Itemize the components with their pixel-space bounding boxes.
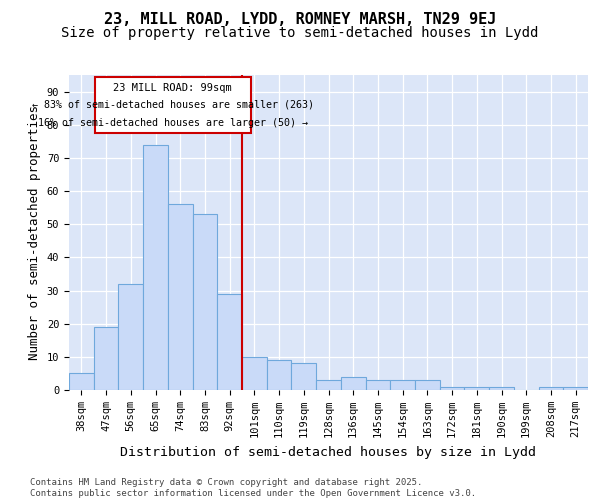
Bar	[168, 204, 193, 390]
Bar	[365, 380, 390, 390]
Bar	[143, 144, 168, 390]
Bar	[440, 386, 464, 390]
Bar	[292, 364, 316, 390]
Bar	[69, 374, 94, 390]
Bar	[118, 284, 143, 390]
Bar	[390, 380, 415, 390]
Text: 23 MILL ROAD: 99sqm: 23 MILL ROAD: 99sqm	[113, 84, 232, 94]
Text: Contains HM Land Registry data © Crown copyright and database right 2025.
Contai: Contains HM Land Registry data © Crown c…	[30, 478, 476, 498]
Bar	[267, 360, 292, 390]
Bar	[94, 327, 118, 390]
Y-axis label: Number of semi-detached properties: Number of semi-detached properties	[28, 105, 41, 360]
Bar	[489, 386, 514, 390]
Bar	[539, 386, 563, 390]
Bar	[563, 386, 588, 390]
Bar	[415, 380, 440, 390]
Bar	[316, 380, 341, 390]
Bar	[95, 76, 251, 133]
Text: 23, MILL ROAD, LYDD, ROMNEY MARSH, TN29 9EJ: 23, MILL ROAD, LYDD, ROMNEY MARSH, TN29 …	[104, 12, 496, 28]
Bar	[242, 357, 267, 390]
Bar	[217, 294, 242, 390]
Text: 16% of semi-detached houses are larger (50) →: 16% of semi-detached houses are larger (…	[38, 118, 308, 128]
Text: Size of property relative to semi-detached houses in Lydd: Size of property relative to semi-detach…	[61, 26, 539, 40]
Bar	[341, 376, 365, 390]
X-axis label: Distribution of semi-detached houses by size in Lydd: Distribution of semi-detached houses by …	[121, 446, 536, 458]
Bar	[193, 214, 217, 390]
Bar	[464, 386, 489, 390]
Text: ← 83% of semi-detached houses are smaller (263): ← 83% of semi-detached houses are smalle…	[32, 100, 314, 110]
